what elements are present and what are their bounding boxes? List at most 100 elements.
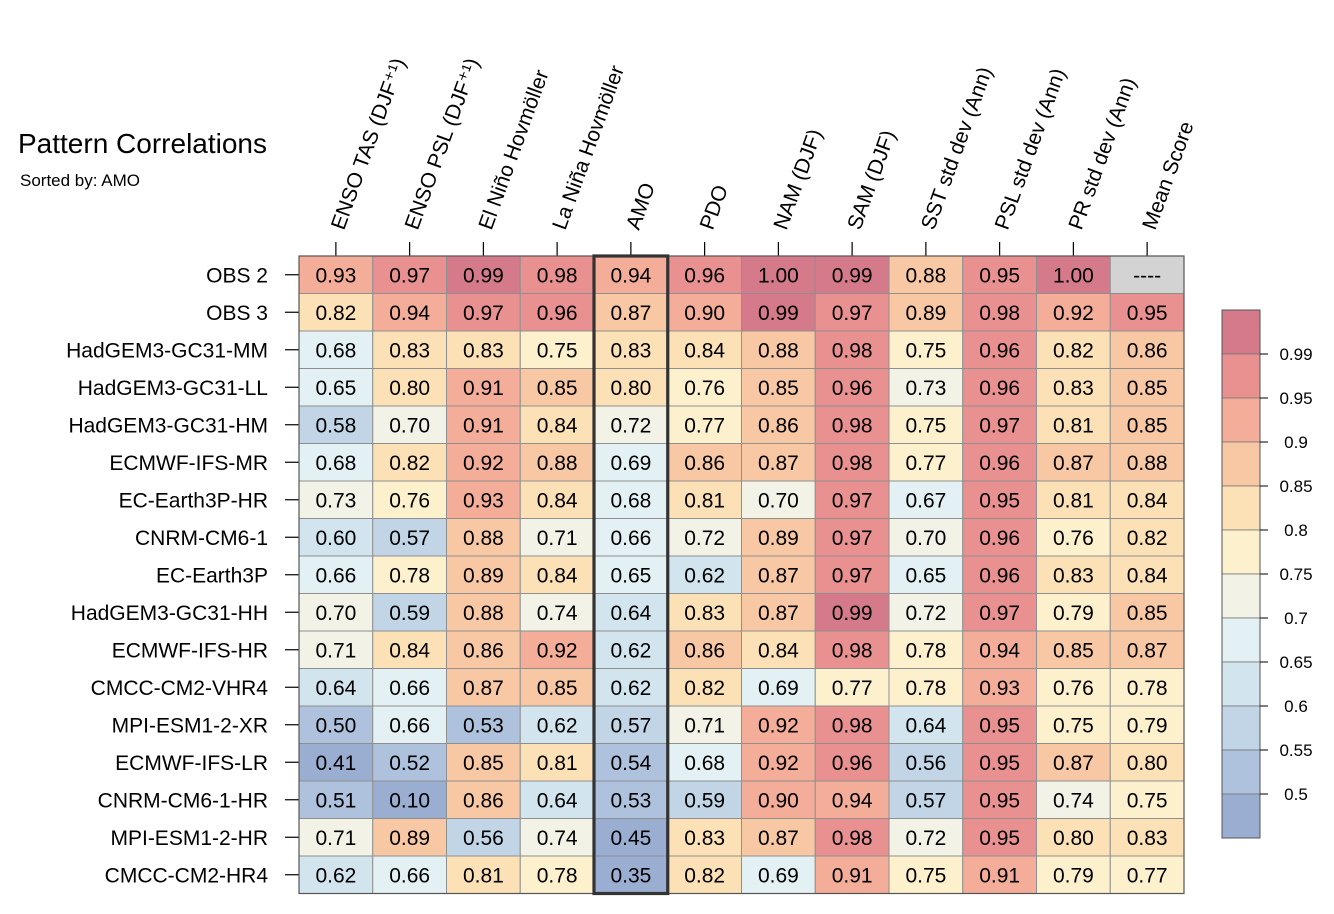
cell-value: 0.96 [537,302,578,325]
colorbar-tick-label: 0.99 [1279,345,1312,364]
cell-value: 0.66 [315,564,356,587]
heatmap-cell-obs-2-psl-std-dev-ann [962,255,1037,294]
cell-value: 0.62 [315,864,356,887]
cell-value: 0.66 [389,677,430,700]
row-label-ec-earth3p: EC-Earth3P [156,564,268,587]
cell-value: 0.50 [315,714,356,737]
cell-value: 0.84 [537,489,578,512]
cell-value: 0.68 [610,489,651,512]
cell-value: 0.95 [979,489,1020,512]
heatmap-cell-ec-earth3p-nam-djf [741,555,816,594]
heatmap-cell-hadgem3-gc31-ll-el-ni-o-hovm-ller [446,368,521,407]
cell-value: 0.65 [905,564,946,587]
cell-value: 0.93 [463,489,504,512]
heatmap-cell-ecmwf-ifs-hr-nam-djf [741,630,816,669]
row-labels: OBS 2 OBS 3 HadGEM3-GC31-MM HadGEM3-GC31-LL… [66,264,299,887]
cell-value: 0.91 [463,377,504,400]
heatmap-cell-cnrm-cm6-1-hr-sst-std-dev-ann [888,780,964,819]
colorbar-tick-label: 0.7 [1284,609,1308,628]
cell-value: 0.79 [1127,714,1168,737]
row-label-mpi-esm1-2-hr: MPI-ESM1-2-HR [110,827,268,850]
cell-value: 0.59 [684,789,725,812]
cell-value: 0.96 [979,564,1020,587]
cell-value: 0.53 [463,714,504,737]
colorbar-tick-label: 0.75 [1279,565,1312,584]
cell-value: 0.94 [979,639,1020,662]
cell-value: 0.88 [537,452,578,475]
colorbar-bin [1221,529,1261,575]
cell-value: 0.96 [979,339,1020,362]
row-label-cmcc-cm2-vhr4: CMCC-CM2-VHR4 [91,677,269,700]
column-label-pr-std-dev-ann: PR std dev (Ann) [1064,75,1140,233]
cell-value: 0.59 [389,602,430,625]
heatmap-cell-ecmwf-ifs-hr-pr-std-dev-ann [1036,630,1111,669]
heatmap-cell-ecmwf-ifs-mr-enso-psl-djf [372,443,447,482]
heatmap-cell-hadgem3-gc31-hh-nam-djf [741,593,816,632]
heatmap-cell-cnrm-cm6-1-sam-djf [814,518,890,557]
cell-value: 0.70 [389,414,430,437]
cell-value: 0.87 [758,602,799,625]
cell-value: 0.83 [684,602,725,625]
cell-value: 0.97 [979,602,1020,625]
heatmap-cell-mpi-esm1-2-hr-la-ni-a-hovm-ller [519,818,595,857]
cell-value: 0.92 [1053,302,1094,325]
cell-value: 0.54 [610,752,651,775]
cell-value: 0.67 [905,489,946,512]
cell-value: 0.94 [832,789,873,812]
cell-value: 0.95 [1127,302,1168,325]
row-label-obs-3: OBS 3 [206,302,268,325]
cell-value: 0.84 [758,639,799,662]
column-label-amo: AMO [622,180,660,233]
heatmap-cell-cnrm-cm6-1-hr-enso-psl-djf [372,780,447,819]
cell-value: 0.71 [684,714,725,737]
cell-value: 0.87 [1127,639,1168,662]
heatmap-cell-hadgem3-gc31-mm-sst-std-dev-ann [888,330,964,369]
cell-value: 0.81 [1053,414,1094,437]
heatmap-cell-ec-earth3p-pdo [667,555,742,594]
cell-value: 0.91 [832,864,873,887]
heatmap-cell-cmcc-cm2-hr4-el-ni-o-hovm-ller [446,855,521,894]
cell-value: 0.85 [1127,602,1168,625]
heatmap-cell-mpi-esm1-2-hr-el-ni-o-hovm-ller [446,818,521,857]
cell-value: 0.82 [684,864,725,887]
heatmap-cell-ecmwf-ifs-mr-pdo [667,443,742,482]
row-label-cnrm-cm6-1-hr: CNRM-CM6-1-HR [98,789,268,812]
heatmap-cell-hadgem3-gc31-hm-sst-std-dev-ann [888,405,964,444]
cell-value: 0.57 [610,714,651,737]
cell-value: 0.84 [389,639,430,662]
cell-value: 0.98 [832,414,873,437]
cell-value: 0.41 [315,752,356,775]
cell-value: 0.99 [832,602,873,625]
heatmap-cell-hadgem3-gc31-mm-amo [593,330,669,369]
chart-title: Pattern Correlations [18,128,267,159]
cell-value: 0.98 [832,339,873,362]
cell-value: 0.82 [1053,339,1094,362]
cell-value: 0.77 [832,677,873,700]
heatmap-cell-hadgem3-gc31-ll-sam-djf [814,368,890,407]
heatmap-cell-hadgem3-gc31-hm-pr-std-dev-ann [1036,405,1111,444]
heatmap-cell-hadgem3-gc31-hm-enso-tas-djf [298,405,374,444]
heatmap-cell-hadgem3-gc31-mm-pr-std-dev-ann [1036,330,1111,369]
cell-value: 0.51 [315,789,356,812]
heatmap-cell-hadgem3-gc31-ll-enso-tas-djf [298,368,374,407]
cell-value: 0.88 [905,264,946,287]
heatmap-cell-cmcc-cm2-vhr4-amo [593,668,669,707]
heatmap-cell-cmcc-cm2-vhr4-sam-djf [814,668,890,707]
heatmap-cell-cnrm-cm6-1-hr-amo [593,780,669,819]
cell-value: 0.68 [315,339,356,362]
cell-value: 0.97 [832,527,873,550]
colorbar-bin [1221,661,1261,707]
heatmap-cell-mpi-esm1-2-hr-nam-djf [741,818,816,857]
heatmap-cell-hadgem3-gc31-ll-mean-score [1109,368,1185,407]
heatmap-cell-obs-3-pr-std-dev-ann [1036,293,1111,332]
cell-value: 0.52 [389,752,430,775]
heatmap-cell-obs-3-mean-score [1109,293,1185,332]
cell-value: 0.82 [315,302,356,325]
cell-value: 0.64 [610,602,651,625]
cell-value: 0.62 [610,677,651,700]
heatmap-cell-ecmwf-ifs-lr-psl-std-dev-ann [962,743,1037,782]
heatmap-cell-ec-earth3p-hr-pr-std-dev-ann [1036,480,1111,519]
column-label-mean-score: Mean Score [1138,118,1198,232]
heatmap-cell-ecmwf-ifs-mr-nam-djf [741,443,816,482]
